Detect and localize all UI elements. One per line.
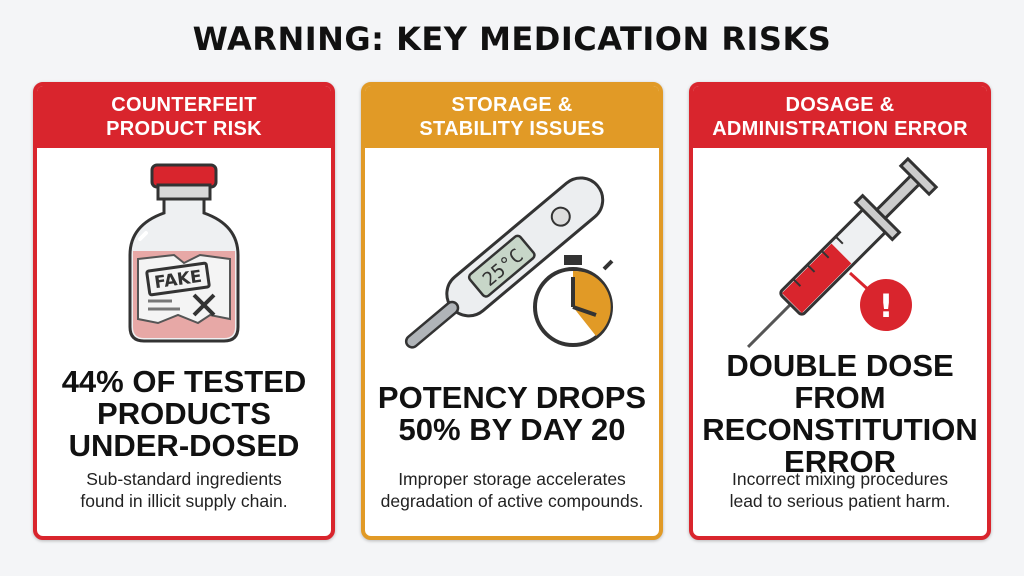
- card-header: DOSAGE & ADMINISTRATION ERROR: [693, 86, 987, 148]
- syringe-warning-icon: !: [693, 148, 987, 362]
- card-description: Improper storage accelerates degradation…: [380, 469, 644, 511]
- page-title: WARNING: KEY MEDICATION RISKS: [192, 20, 832, 58]
- counterfeit-vial-icon: FAKE: [37, 148, 331, 362]
- card-storage: STORAGE & STABILITY ISSUES 25°C POTENCY …: [361, 82, 663, 540]
- card-stat: 44% OF TESTED PRODUCTS UNDER-DOSED: [61, 364, 307, 463]
- card-counterfeit: COUNTERFEIT PRODUCT RISK FAKE 44% OF TES…: [33, 82, 335, 540]
- card-stat: DOUBLE DOSE FROM RECONSTITUTION ERROR: [702, 348, 978, 479]
- card-description: Sub-standard ingredients found in illici…: [80, 469, 288, 511]
- card-description: Incorrect mixing procedures lead to seri…: [729, 469, 951, 511]
- card-dosage: DOSAGE & ADMINISTRATION ERROR !: [689, 82, 991, 540]
- card-header: STORAGE & STABILITY ISSUES: [365, 86, 659, 148]
- warning-mark: !: [879, 287, 894, 325]
- card-stat: POTENCY DROPS 50% BY DAY 20: [377, 380, 647, 447]
- thermometer-stopwatch-icon: 25°C: [365, 148, 659, 362]
- card-header: COUNTERFEIT PRODUCT RISK: [37, 86, 331, 148]
